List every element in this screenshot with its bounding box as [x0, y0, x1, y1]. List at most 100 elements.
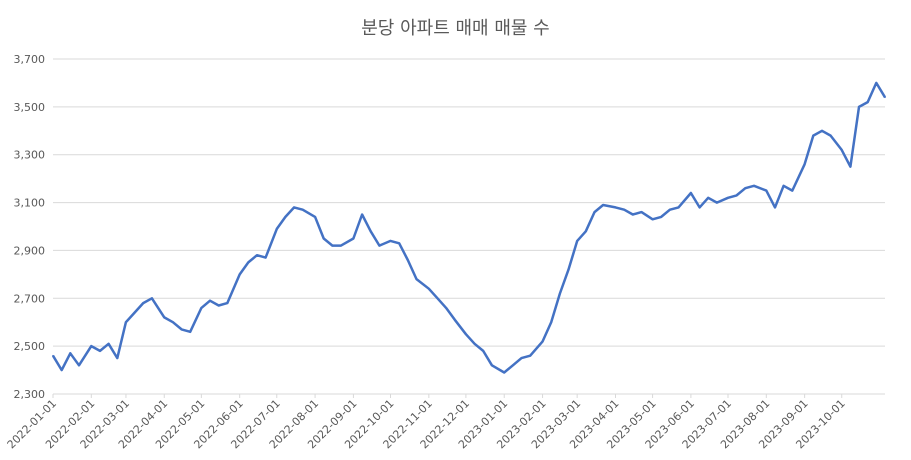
data-point — [200, 307, 203, 309]
data-point — [698, 206, 701, 209]
y-tick-label: 2,700 — [14, 292, 46, 305]
data-point — [640, 211, 643, 213]
data-point — [465, 333, 467, 335]
data-point — [602, 204, 604, 206]
data-point — [398, 242, 400, 245]
data-point — [226, 302, 229, 304]
data-point — [727, 196, 729, 199]
data-point — [284, 216, 287, 218]
series-line — [51, 81, 887, 374]
data-point — [163, 316, 166, 319]
data-point — [567, 268, 570, 271]
data-point — [322, 237, 325, 240]
data-point — [677, 206, 680, 209]
data-point — [209, 299, 211, 302]
y-tick-label: 3,300 — [14, 149, 46, 162]
data-point — [541, 340, 544, 343]
data-point — [782, 185, 785, 187]
data-point — [690, 192, 692, 194]
data-point — [753, 185, 755, 187]
data-point — [133, 311, 136, 314]
data-point — [428, 287, 430, 290]
data-point — [774, 206, 776, 209]
data-point — [314, 216, 316, 218]
data-point — [60, 369, 63, 371]
data-point — [407, 259, 409, 261]
data-point — [107, 342, 110, 345]
data-point — [585, 230, 587, 233]
data-point — [247, 261, 250, 264]
data-point — [369, 230, 372, 233]
data-point — [550, 321, 553, 324]
data-point — [331, 244, 334, 247]
data-point — [389, 240, 392, 242]
data-point — [875, 82, 878, 84]
data-point — [151, 297, 153, 300]
y-tick-label: 3,100 — [14, 197, 46, 210]
y-tick-label: 2,500 — [14, 340, 46, 353]
data-point — [803, 163, 806, 166]
data-point — [829, 134, 832, 137]
data-point — [180, 328, 183, 331]
data-point — [520, 357, 523, 359]
data-point — [189, 330, 192, 333]
data-point — [142, 302, 145, 304]
data-point — [275, 228, 278, 230]
data-point — [482, 350, 485, 352]
y-tick-label: 2,300 — [14, 388, 46, 401]
data-point — [512, 364, 514, 367]
data-point — [821, 129, 823, 132]
data-point — [90, 345, 93, 347]
data-point — [256, 254, 258, 257]
data-point — [849, 165, 852, 168]
data-point — [858, 106, 860, 108]
data-point — [576, 240, 578, 242]
data-point — [264, 256, 267, 259]
data-point — [614, 206, 617, 209]
data-point — [884, 96, 886, 99]
data-point — [669, 208, 671, 211]
data-point — [791, 189, 794, 192]
data-point — [238, 273, 241, 276]
data-point — [812, 134, 815, 137]
data-point — [436, 297, 439, 300]
data-point — [361, 213, 363, 216]
data-point — [559, 292, 561, 295]
data-point — [116, 357, 119, 359]
chart-title: 분당 아파트 매매 매물 수 — [361, 18, 550, 39]
data-point — [593, 211, 596, 213]
data-point — [378, 244, 381, 247]
data-point — [632, 213, 634, 216]
data-point — [744, 187, 747, 190]
data-point — [765, 189, 768, 192]
data-point — [491, 364, 493, 367]
y-tick-label: 2,900 — [14, 244, 46, 257]
data-point — [735, 194, 738, 197]
data-point — [473, 342, 476, 345]
data-point — [840, 149, 843, 151]
data-point — [529, 354, 531, 357]
data-point — [340, 244, 342, 247]
data-point — [445, 307, 447, 309]
data-point — [293, 206, 295, 209]
data-point — [99, 350, 101, 352]
data-point — [866, 101, 869, 103]
data-point — [707, 196, 710, 199]
data-point — [352, 237, 355, 240]
data-point — [453, 319, 456, 321]
data-point — [623, 208, 625, 211]
data-point — [301, 208, 304, 211]
data-point — [217, 304, 220, 307]
y-tick-label: 3,700 — [14, 53, 46, 66]
data-point — [660, 216, 663, 218]
data-point — [651, 218, 654, 221]
data-point — [78, 364, 80, 367]
data-point — [172, 321, 174, 324]
data-point — [125, 321, 127, 324]
data-point — [69, 352, 72, 355]
data-point — [716, 201, 718, 204]
y-tick-label: 3,500 — [14, 101, 46, 114]
data-point — [415, 278, 418, 280]
